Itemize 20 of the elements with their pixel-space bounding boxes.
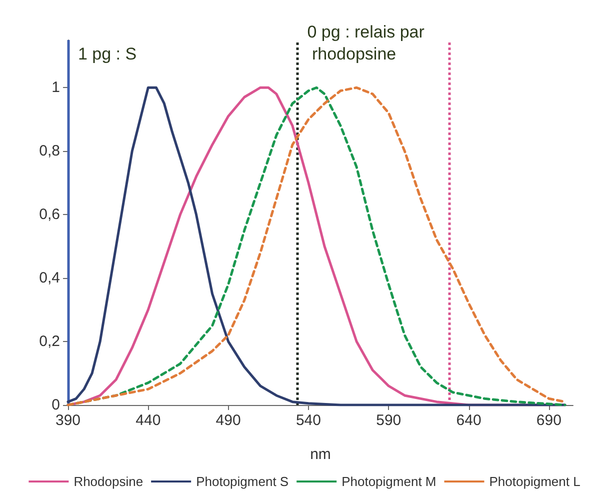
y-tick-label: 0,2 bbox=[39, 333, 60, 350]
x-tick-label: 440 bbox=[136, 412, 161, 429]
y-tick-label: 0,6 bbox=[39, 206, 60, 224]
x-tick-label: 640 bbox=[456, 412, 482, 429]
ref-line-label: 1 pg : S bbox=[78, 44, 137, 64]
x-tick-label: 690 bbox=[536, 412, 562, 429]
legend-label: Rhodopsine bbox=[74, 474, 144, 489]
legend-label: Photopigment M bbox=[342, 474, 436, 489]
x-tick-label: 540 bbox=[296, 412, 321, 429]
ref-line-label: 0 pg : relais par rhodopsine bbox=[307, 22, 425, 64]
y-tick-label: 0 bbox=[52, 396, 60, 414]
legend-label: Photopigment S bbox=[196, 474, 289, 489]
y-tick-label: 0,4 bbox=[39, 270, 60, 287]
legend-label: Photopigment L bbox=[489, 474, 580, 489]
x-axis-title: nm bbox=[310, 446, 331, 463]
x-tick-label: 490 bbox=[216, 412, 241, 429]
x-tick-label: 390 bbox=[55, 412, 81, 429]
y-tick-label: 1 bbox=[52, 79, 60, 96]
y-tick-label: 0,8 bbox=[39, 142, 60, 160]
x-tick-label: 590 bbox=[376, 412, 402, 429]
